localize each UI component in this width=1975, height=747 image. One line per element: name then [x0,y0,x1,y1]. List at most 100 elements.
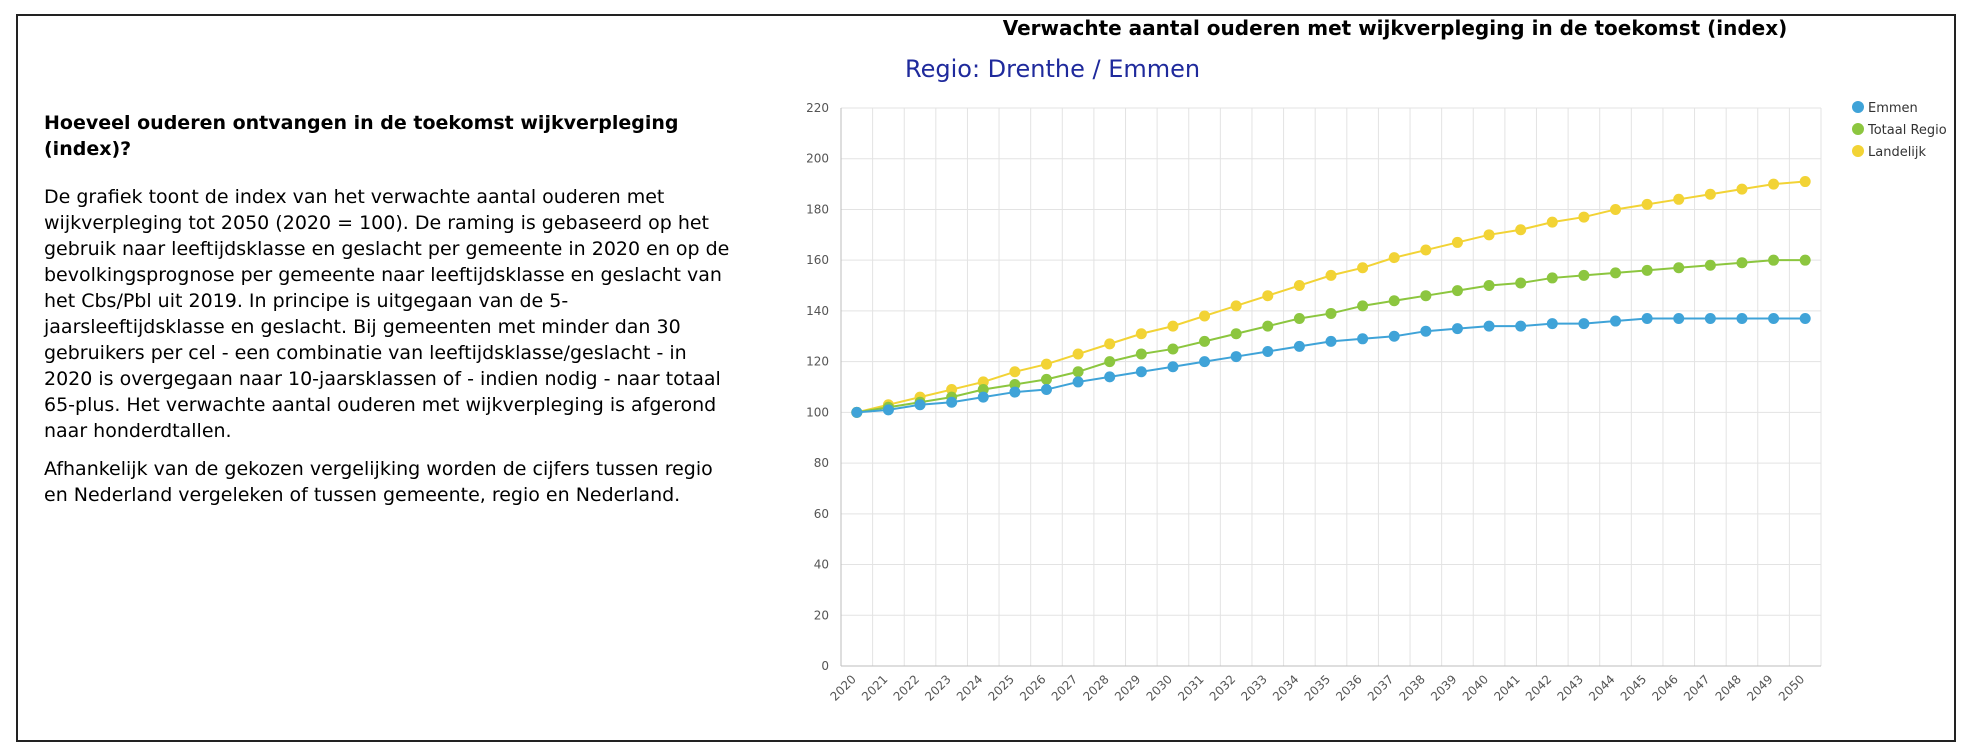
data-point [1546,318,1558,330]
data-point [1641,198,1653,210]
data-point [1388,295,1400,307]
x-tick-label: 2026 [1017,672,1048,703]
x-tick-label: 2031 [1175,672,1206,703]
text-panel: Hoeveel ouderen ontvangen in de toekomst… [44,110,734,520]
data-point [1040,384,1052,396]
data-point [851,406,863,418]
x-tick-label: 2027 [1049,672,1080,703]
data-point [1610,267,1622,279]
x-tick-label: 2023 [922,672,953,703]
data-point [1515,277,1527,289]
question-heading: Hoeveel ouderen ontvangen in de toekomst… [44,112,679,160]
data-point [1610,315,1622,327]
data-point [977,376,989,388]
data-point [1799,254,1811,266]
y-tick-label: 180 [806,202,829,216]
x-tick-label: 2038 [1396,672,1427,703]
data-point [1199,310,1211,322]
x-tick-label: 2044 [1586,672,1617,703]
x-tick-label: 2043 [1555,672,1586,703]
x-tick-label: 2048 [1713,672,1744,703]
x-tick-label: 2036 [1333,672,1364,703]
data-point [1135,348,1147,360]
data-point [1610,203,1622,215]
data-point [977,384,989,396]
data-point [1230,328,1242,340]
data-point [1673,313,1685,325]
data-point [1009,378,1021,390]
data-point [1104,356,1116,368]
data-point [1040,373,1052,385]
x-tick-label: 2021 [859,672,890,703]
legend-label: Emmen [1868,101,1918,116]
y-tick-label: 0 [821,659,829,673]
data-point [1451,285,1463,297]
comparison-paragraph: Afhankelijk van de gekozen vergelijking … [44,458,713,506]
data-point [882,404,894,416]
data-point [1262,320,1274,332]
y-tick-label: 200 [806,152,829,166]
data-point [1293,280,1305,292]
x-tick-label: 2029 [1112,672,1143,703]
x-tick-label: 2045 [1618,672,1649,703]
x-tick-label: 2028 [1080,672,1111,703]
data-point [1736,183,1748,195]
data-point [946,384,958,396]
data-point [1072,376,1084,388]
y-tick-label: 60 [814,507,829,521]
description-paragraph: De grafiek toont de index van het verwac… [44,186,730,442]
data-point [1230,300,1242,312]
data-point [1135,328,1147,340]
data-point [1768,254,1780,266]
data-point [1040,358,1052,370]
data-point [1135,366,1147,378]
data-point [946,396,958,408]
data-point [1578,318,1590,330]
y-tick-label: 160 [806,253,829,267]
x-tick-label: 2046 [1649,672,1680,703]
data-point [1325,269,1337,281]
data-point [1515,224,1527,236]
data-point [1262,290,1274,302]
chart-title: Verwachte aantal ouderen met wijkverpleg… [1002,16,1788,40]
data-point [1167,361,1179,373]
x-tick-label: 2020 [827,672,858,703]
data-point [914,399,926,411]
x-tick-label: 2024 [954,672,985,703]
x-tick-label: 2035 [1302,672,1333,703]
data-point [1230,351,1242,363]
data-point [1546,272,1558,284]
data-point [1388,330,1400,342]
data-point [1104,371,1116,383]
data-point [1167,343,1179,355]
data-point [1357,300,1369,312]
x-tick-label: 2040 [1460,672,1491,703]
x-tick-label: 2042 [1523,672,1554,703]
data-point [1483,280,1495,292]
data-point [1451,323,1463,335]
data-point [1704,259,1716,271]
y-tick-label: 20 [814,608,829,622]
data-point [1420,244,1432,256]
data-point [977,391,989,403]
data-point [1293,313,1305,325]
x-tick-label: 2039 [1428,672,1459,703]
data-point [1704,188,1716,200]
data-point [1736,313,1748,325]
y-tick-label: 40 [814,558,829,572]
data-point [1641,264,1653,276]
data-point [1420,325,1432,337]
legend-label: Landelijk [1868,145,1927,160]
y-tick-label: 80 [814,456,829,470]
x-tick-label: 2033 [1238,672,1269,703]
data-point [1072,348,1084,360]
data-point [1420,290,1432,302]
data-point [1167,320,1179,332]
data-point [1357,262,1369,274]
data-point [1768,178,1780,190]
y-tick-label: 100 [806,405,829,419]
data-point [1673,262,1685,274]
x-tick-label: 2022 [891,672,922,703]
data-point [1293,340,1305,352]
